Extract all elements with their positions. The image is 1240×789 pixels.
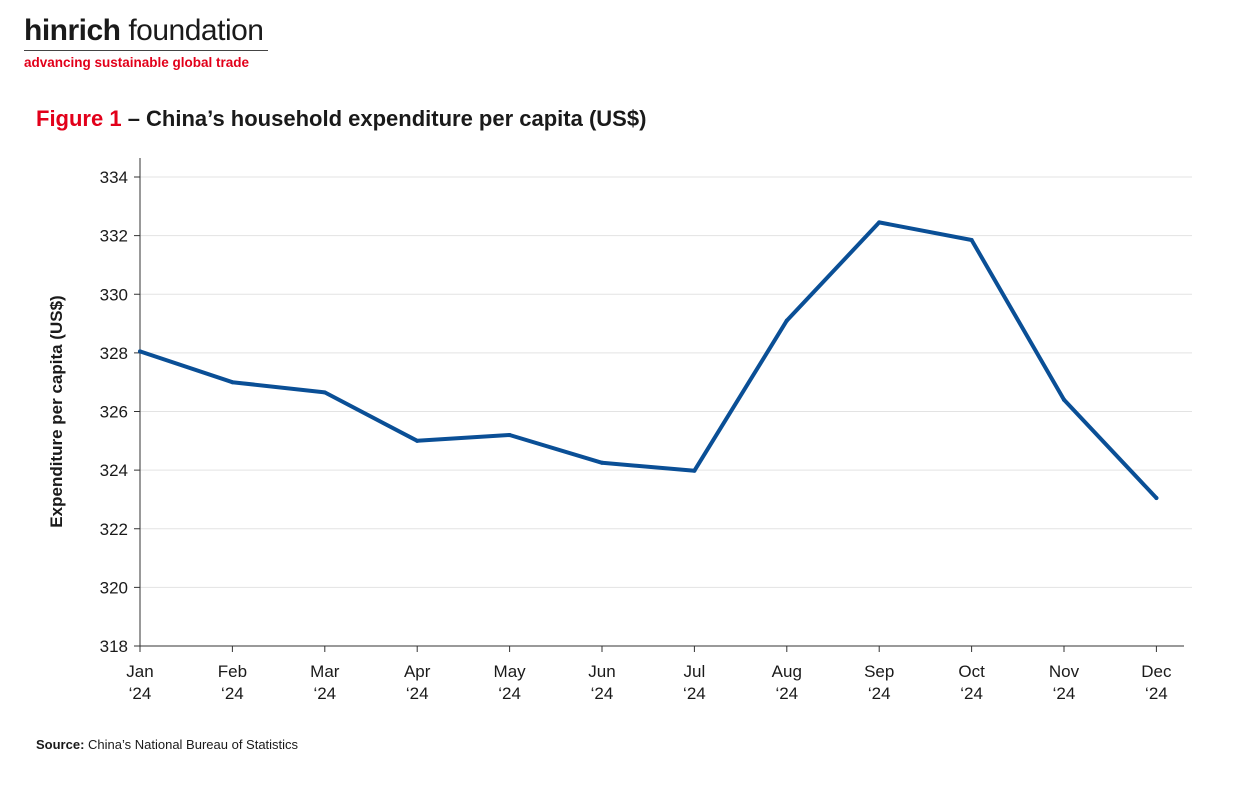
data-point xyxy=(692,468,697,473)
data-point xyxy=(230,380,235,385)
y-tick-label: 322 xyxy=(100,520,128,539)
x-tick-label: Jan ‘24 xyxy=(126,662,153,703)
x-tick-label: Feb ‘24 xyxy=(218,662,247,703)
data-point xyxy=(877,220,882,225)
x-tick-label: Oct ‘24 xyxy=(958,662,985,703)
x-tick-label: May ‘24 xyxy=(494,662,527,703)
data-point xyxy=(600,460,604,465)
source-label: Source: xyxy=(36,737,85,752)
figure-number: Figure 1 xyxy=(36,106,122,131)
x-tick-label: Aug ‘24 xyxy=(772,662,802,703)
data-point xyxy=(784,318,789,323)
x-tick-label: Sep ‘24 xyxy=(864,662,894,703)
data-point xyxy=(322,390,327,395)
logo-tagline: advancing sustainable global trade xyxy=(24,55,250,70)
logo-name-rest: foundation xyxy=(120,14,264,47)
x-tick-label: Mar ‘24 xyxy=(310,662,340,703)
logo-name: hinrich foundation xyxy=(24,14,274,48)
figure-title-text: – China’s household expenditure per capi… xyxy=(121,106,647,131)
y-tick-label: 326 xyxy=(100,403,128,422)
data-point xyxy=(138,349,142,354)
y-tick-label: 330 xyxy=(100,285,128,304)
x-tick-label: Jun ‘24 xyxy=(588,662,615,703)
x-tick-label: Dec ‘24 xyxy=(1141,662,1172,703)
data-point xyxy=(1154,495,1159,500)
data-point xyxy=(415,438,420,443)
logo: hinrich foundation advancing sustainable… xyxy=(24,14,274,70)
data-point xyxy=(507,432,512,437)
source-text: China’s National Bureau of Statistics xyxy=(84,737,299,752)
y-tick-label: 318 xyxy=(100,637,128,656)
y-axis-label: Expenditure per capita (US$) xyxy=(47,295,66,527)
y-tick-label: 328 xyxy=(100,344,128,363)
data-point xyxy=(969,238,974,243)
data-point xyxy=(1062,397,1066,402)
y-tick-label: 324 xyxy=(100,461,128,480)
figure-title: Figure 1 – China’s household expenditure… xyxy=(36,106,646,132)
y-tick-label: 332 xyxy=(100,227,128,246)
x-tick-label: Apr ‘24 xyxy=(404,662,431,703)
logo-name-bold: hinrich xyxy=(24,14,121,47)
x-tick-label: Jul ‘24 xyxy=(683,662,706,703)
y-tick-label: 320 xyxy=(100,578,128,597)
y-tick-label: 334 xyxy=(100,168,128,187)
logo-rule xyxy=(24,50,268,51)
x-tick-label: Nov ‘24 xyxy=(1049,662,1080,703)
series-line xyxy=(138,220,1159,500)
source-note: Source: China’s National Bureau of Stati… xyxy=(36,737,298,752)
